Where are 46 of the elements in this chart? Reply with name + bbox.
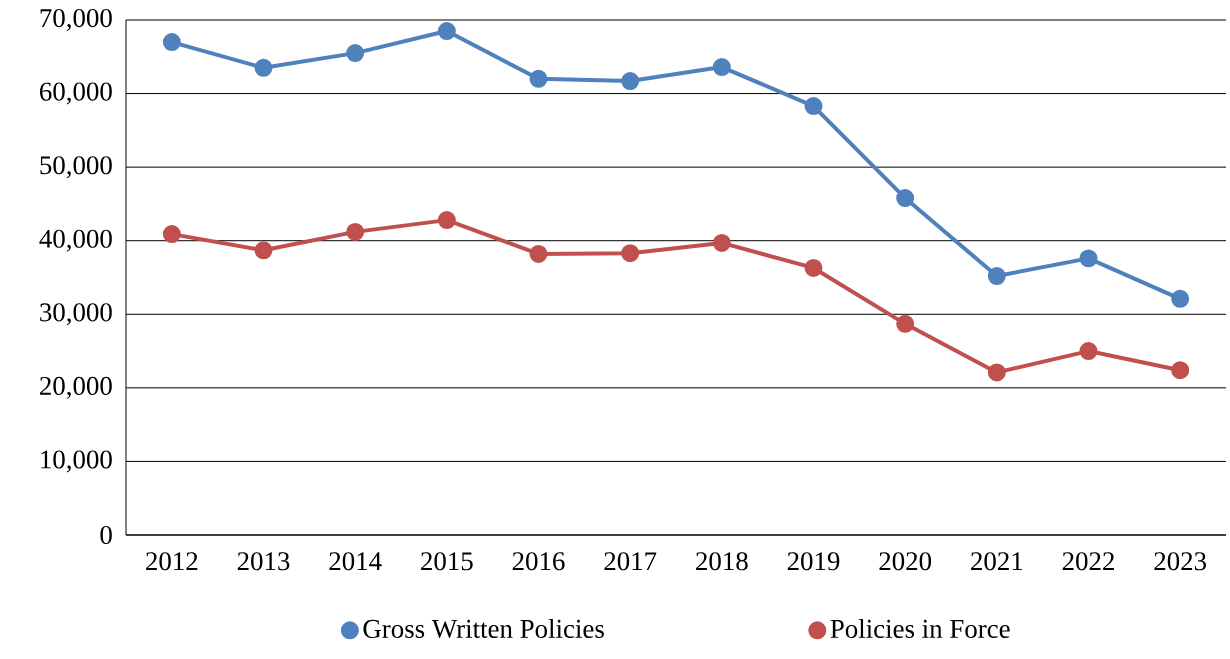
- x-tick-label: 2023: [1154, 552, 1207, 571]
- y-tick-label: 60,000: [40, 82, 112, 105]
- y-tick-label: 50,000: [40, 156, 112, 179]
- x-tick-label: 2015: [421, 552, 473, 571]
- point: [254, 58, 273, 77]
- point: [162, 225, 181, 244]
- point: [712, 58, 731, 77]
- point: [346, 44, 365, 63]
- y-tick-label: 30,000: [40, 303, 112, 326]
- x-tick-label: 2020: [879, 552, 932, 571]
- x-tick-label: 2022: [1062, 552, 1114, 571]
- legend-label: Policies in Force: [830, 619, 1010, 638]
- point: [1079, 249, 1098, 268]
- point: [896, 314, 915, 333]
- legend-label: Gross Written Policies: [363, 619, 604, 639]
- x-tick-label: 2018: [696, 552, 748, 571]
- x-tick-label: 2019: [787, 552, 840, 571]
- y-tick-label: 40,000: [39, 229, 112, 252]
- point: [896, 189, 915, 208]
- point: [1079, 342, 1098, 361]
- point: [987, 267, 1006, 286]
- x-tick-label: 2016: [512, 552, 565, 571]
- y-tick-label: 70,000: [40, 8, 112, 32]
- point: [529, 244, 548, 263]
- point: [437, 22, 456, 41]
- point: [712, 233, 731, 252]
- point: [1171, 289, 1190, 308]
- point: [621, 244, 640, 263]
- y-tick-label: 10,000: [41, 450, 112, 473]
- x-tick-label: 2021: [971, 552, 1023, 571]
- point: [804, 258, 823, 277]
- x-tick-label: 2013: [237, 552, 290, 571]
- x-tick-label: 2017: [604, 552, 657, 571]
- point: [346, 222, 365, 241]
- x-tick-label: 2012: [146, 552, 198, 571]
- point: [987, 363, 1006, 382]
- point: [621, 72, 640, 91]
- x-tick-label: 2014: [329, 552, 382, 571]
- y-tick-label: 0: [100, 525, 112, 545]
- point: [162, 33, 181, 52]
- point: [529, 69, 548, 88]
- y-tick-label: 20,000: [40, 376, 112, 399]
- point: [804, 97, 823, 116]
- point: [1171, 361, 1190, 380]
- point: [254, 241, 273, 260]
- point: [437, 211, 456, 230]
